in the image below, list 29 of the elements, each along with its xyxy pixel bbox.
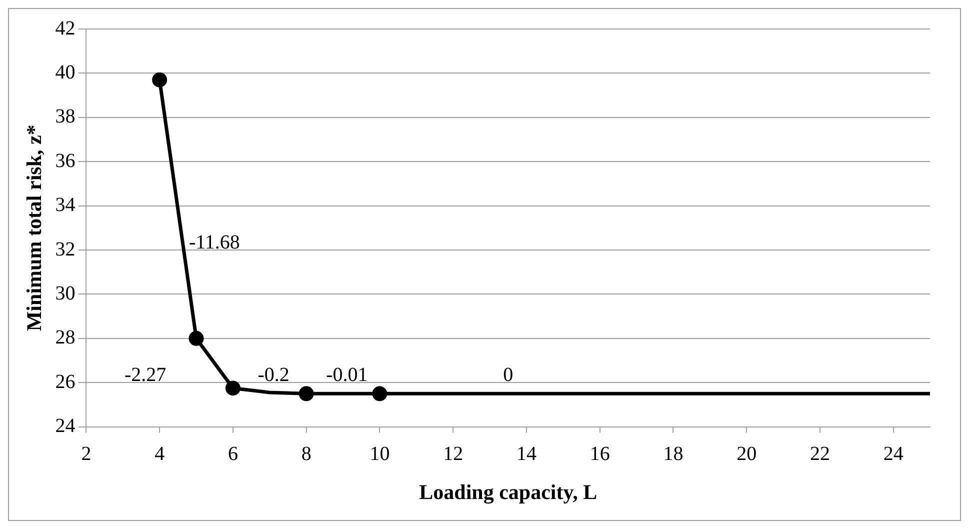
annotation: -2.27 (124, 364, 166, 386)
x-tick-label: 24 (883, 443, 904, 466)
x-tick-label: 14 (516, 443, 536, 466)
y-tick-label: 26 (55, 370, 76, 393)
y-tick-label: 24 (55, 415, 76, 438)
y-tick-label: 30 (55, 282, 76, 304)
x-tick-label: 4 (154, 443, 165, 466)
x-tick-label: 18 (663, 443, 684, 466)
x-tick-label: 12 (443, 443, 464, 466)
x-tick-label: 8 (301, 443, 312, 466)
x-tick-label: 22 (810, 443, 830, 466)
y-axis-title: Minimum total risk, z* (22, 124, 46, 332)
x-tick-label: 2 (81, 443, 92, 466)
y-tick-label: 40 (55, 61, 76, 84)
y-tick-label: 38 (55, 106, 76, 128)
y-tick-label: 34 (55, 194, 76, 216)
annotation: -0.01 (326, 364, 368, 386)
annotation: 0 (503, 364, 514, 386)
x-axis-title: Loading capacity, L (419, 480, 598, 504)
x-tick-label: 16 (590, 443, 610, 466)
x-tick-label: 6 (228, 443, 238, 466)
y-tick-label: 42 (55, 17, 76, 40)
y-tick-label: 28 (55, 326, 76, 349)
x-tick-label: 20 (736, 443, 757, 466)
y-tick-label: 36 (55, 150, 76, 172)
x-tick-label: 10 (370, 443, 390, 466)
annotation: -0.2 (258, 364, 290, 386)
y-tick-label: 32 (55, 238, 76, 260)
annotation: -11.68 (188, 232, 240, 254)
